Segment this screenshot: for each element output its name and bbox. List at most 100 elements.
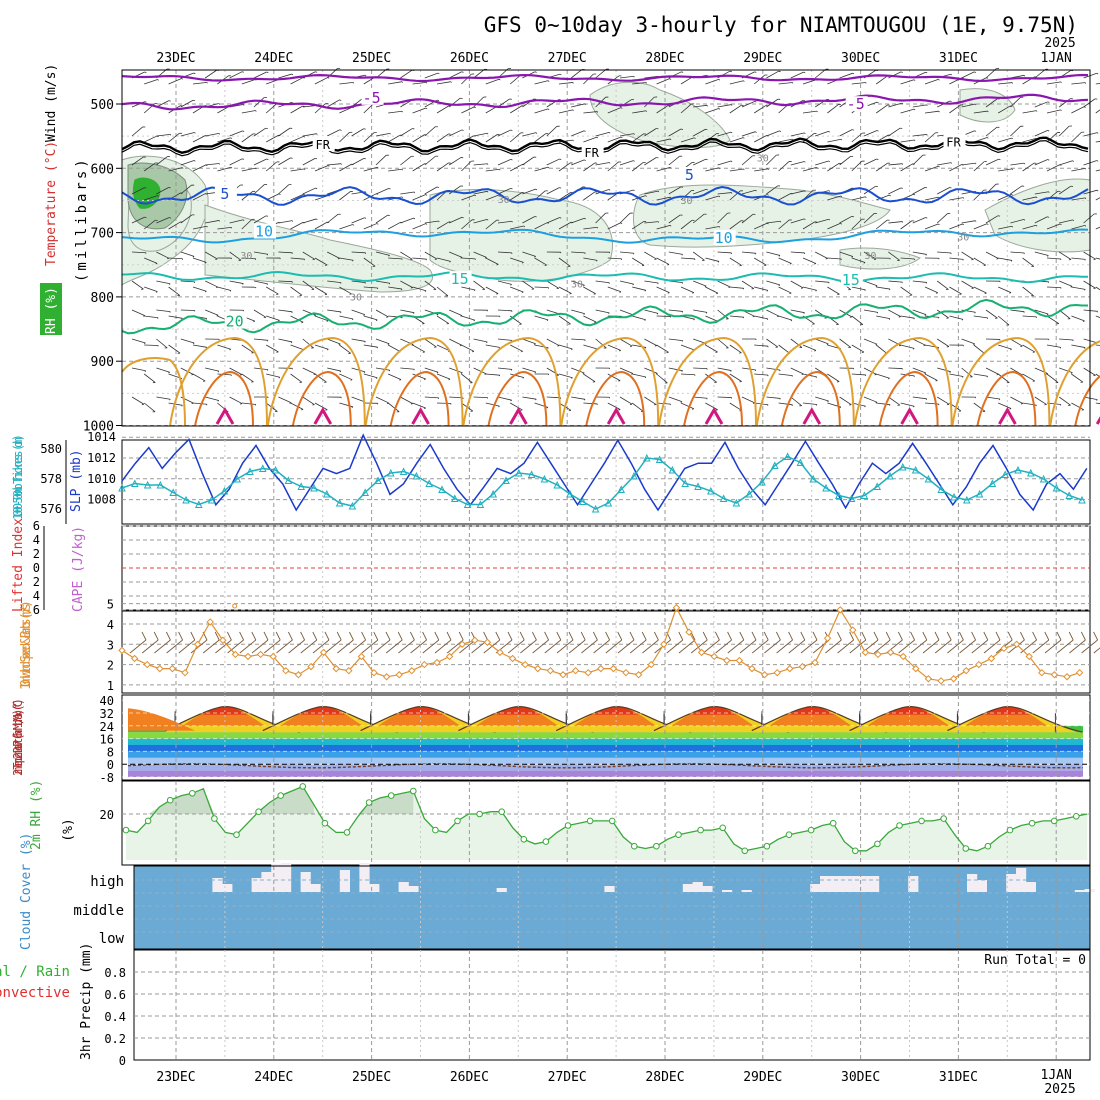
barb-30-5: [497, 220, 512, 224]
barb-7-9: [217, 344, 231, 350]
rh-2m-point-76: [962, 845, 970, 852]
barb-4-3: [180, 160, 195, 166]
barb-33-8: [534, 315, 549, 321]
barb-68-10: [961, 367, 973, 378]
barb-70-1: [985, 98, 998, 108]
barb-58-11: [839, 396, 852, 406]
upper-air-panel: -5 -5 FR FR FR 5 5 10 10 15 15 20 30 30 30 30 30 30 30 30 5…: [40, 64, 1100, 435]
barb-48-8: [717, 309, 729, 320]
barb-41-7: [632, 286, 646, 291]
contour-label-9: 15: [451, 270, 469, 288]
barb-45-2: [680, 137, 695, 143]
barb-4-5: [180, 214, 193, 224]
barb-32-11: [522, 396, 537, 400]
rh-2m-point-40: [564, 822, 572, 829]
isotherm-35-arch-1: [313, 406, 333, 425]
rh-tick-20: 20: [100, 808, 114, 822]
temp-band-2: [128, 757, 1083, 765]
thickness-point-54: [809, 474, 818, 483]
barb-36-2: [571, 130, 585, 137]
barb-21-9: [388, 344, 401, 353]
thickness-point-8: [220, 486, 229, 495]
barb-28-10: [473, 367, 487, 375]
barb-14-10: [302, 367, 316, 375]
pressure-tick-500: 500: [91, 98, 114, 113]
barb-64-2: [912, 134, 927, 137]
barb-18-9: [351, 338, 366, 342]
barb-70-11: [985, 396, 1000, 400]
thickness-point-75: [1078, 495, 1086, 504]
wind10m-point-51: [760, 671, 769, 679]
wind10m-point-66: [949, 675, 958, 683]
wind10m-barb-70: [983, 639, 1001, 654]
barb-71-9: [998, 344, 1012, 350]
barb-36-1: [571, 103, 585, 108]
rh-2m-point-56: [741, 847, 749, 855]
isotherm-5: [121, 185, 1089, 206]
barb-77-11: [1071, 402, 1084, 411]
thickness-point-26: [450, 494, 459, 502]
barb-63-9: [900, 344, 915, 349]
barb-59-3: [851, 160, 863, 172]
barb-75-1: [1046, 109, 1061, 114]
wind10m-point-55: [811, 658, 819, 667]
barb-2-9: [156, 338, 168, 349]
barb-60-9: [863, 338, 878, 345]
barb-74-1: [1034, 101, 1048, 108]
cloud-high-bar-14: [271, 864, 282, 892]
wind10m-point-58: [849, 626, 857, 634]
barb-34-7: [546, 280, 559, 289]
isotherm-10: [121, 228, 1089, 244]
barb-26-4: [448, 185, 461, 195]
barb-12-4: [278, 184, 290, 195]
barb-27-4: [461, 194, 475, 201]
barb-49-3: [729, 168, 744, 172]
barb-39-3: [607, 161, 619, 172]
barb-13-5: [290, 222, 304, 230]
barb-1-6: [144, 257, 158, 264]
thickness-point-30: [502, 476, 510, 484]
barb-1-0: [144, 79, 158, 85]
barb-77-7: [1071, 286, 1086, 290]
wind10m-point-62: [899, 652, 907, 661]
rh-2m-point-4: [166, 796, 174, 804]
isotherm-25-arch-5: [658, 336, 757, 427]
y-axis-label-cape: CAPE (J/kg): [71, 526, 86, 612]
pressure-axis: 500 600 700 800 900 1000: [83, 98, 122, 435]
thickness-point-38: [604, 498, 613, 507]
thickness-point-16: [322, 489, 331, 498]
barb-6-0: [204, 69, 218, 79]
barb-5-0: [192, 81, 207, 85]
barb-29-5: [485, 219, 497, 230]
wind10m-point-76: [1075, 668, 1084, 677]
wind10m-barb-27: [459, 639, 476, 654]
isotherm-30-arch-8: [976, 370, 1037, 427]
thickness-point-10: [246, 467, 254, 475]
barb-48-4: [717, 192, 732, 195]
barb-51-3: [754, 168, 769, 172]
date-top-24DEC: 24DEC: [254, 51, 293, 66]
barb-14-5: [302, 218, 317, 224]
thickness-point-63: [924, 474, 933, 483]
wind10m-point-46: [697, 648, 706, 657]
barb-45-10: [680, 373, 696, 376]
temp-band-6: [128, 732, 1083, 739]
barb-67-7: [949, 286, 962, 295]
cloud-high-bar-60: [722, 890, 733, 892]
barb-43-2: [656, 138, 671, 143]
barb-48-11: [717, 396, 732, 398]
temp-tick-8: 8: [107, 745, 114, 759]
barb-3-8: [168, 315, 183, 319]
barb-2-7: [156, 280, 171, 285]
barb-42-8: [644, 309, 659, 314]
barb-49-0: [729, 80, 744, 85]
barb-50-3: [741, 155, 753, 166]
barb-52-3: [766, 154, 777, 166]
wind10m-point-53: [786, 664, 794, 673]
y-axis-label-rh: RH (%): [44, 287, 59, 334]
barb-44-9: [668, 338, 683, 342]
cloud-high-bar-58: [702, 886, 713, 892]
chart-title: GFS 0~10day 3-hourly for NIAMTOUGOU (1E,…: [484, 13, 1078, 37]
barb-20-2: [375, 132, 390, 137]
barb-43-7: [656, 286, 670, 294]
